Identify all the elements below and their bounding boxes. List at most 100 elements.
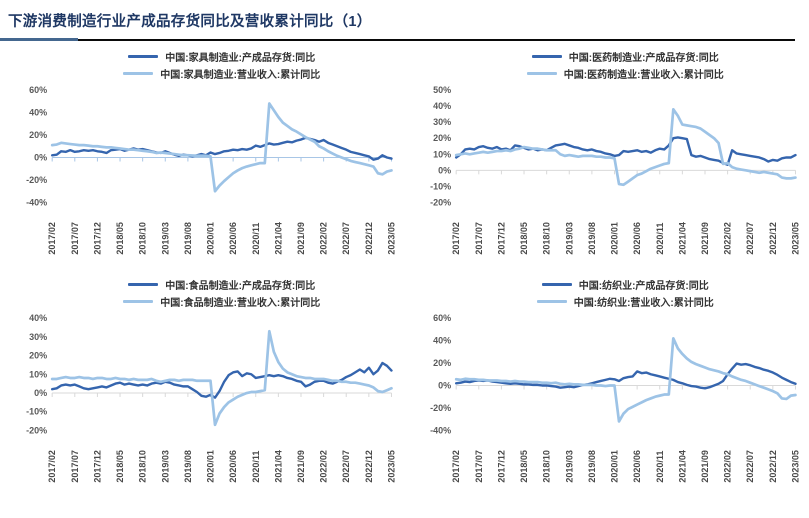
svg-text:-20%: -20% (430, 197, 451, 207)
svg-text:30%: 30% (433, 117, 451, 127)
legend-line-swatch-light (123, 299, 154, 303)
page-title: 下游消费制造行业产成品存货同比及营收累计同比（1） (8, 14, 372, 30)
svg-text:2017/07: 2017/07 (70, 222, 80, 255)
svg-text:2020/06: 2020/06 (228, 222, 238, 255)
svg-text:60%: 60% (29, 85, 47, 95)
legend-line-swatch-light (536, 299, 567, 303)
legend-item: 中国:食品制造业:产成品存货:同比 (128, 277, 315, 292)
svg-text:20%: 20% (433, 358, 451, 368)
charts-grid: 中国:家具制造业:产成品存货:同比 中国:家具制造业:营业收入:累计同比 60%… (0, 41, 809, 494)
svg-text:2017/02: 2017/02 (47, 222, 57, 255)
svg-text:2020/11: 2020/11 (654, 223, 664, 255)
svg-text:20%: 20% (433, 133, 451, 143)
legend-food: 中国:食品制造业:产成品存货:同比 中国:食品制造业:营业收入:累计同比 (6, 277, 400, 309)
legend-item: 中国:纺织业:营业收入:累计同比 (536, 294, 714, 309)
svg-text:2017/12: 2017/12 (496, 222, 506, 255)
svg-text:2023/05: 2023/05 (790, 450, 800, 483)
svg-text:2022/02: 2022/02 (319, 450, 329, 483)
legend-label: 中国:医药制造业:产成品存货:同比 (568, 53, 719, 64)
legend-label: 中国:食品制造业:产成品存货:同比 (165, 280, 316, 292)
line-plot-food: 40% 30% 20% 10% 0% -10% -20% 2017/02 2017/07 2017… (26, 313, 396, 483)
svg-text:2017/12: 2017/12 (92, 222, 102, 255)
svg-text:2019/08: 2019/08 (586, 222, 596, 255)
svg-text:30%: 30% (29, 331, 47, 341)
svg-text:2023/05: 2023/05 (386, 222, 396, 255)
svg-text:2019/03: 2019/03 (564, 222, 574, 255)
svg-text:2020/01: 2020/01 (206, 450, 216, 483)
svg-text:2021/09: 2021/09 (700, 222, 710, 255)
legend-line-swatch-dark (128, 282, 159, 286)
legend-line-swatch-dark (531, 55, 562, 58)
legend-line-swatch-light (526, 72, 557, 75)
svg-text:2021/04: 2021/04 (677, 222, 687, 255)
chart-pharma: 中国:医药制造业:产成品存货:同比 中国:医药制造业:营业收入:累计同比 50%… (410, 47, 804, 267)
legend-label: 中国:家具制造业:营业收入:累计同比 (160, 70, 321, 81)
svg-text:2020/01: 2020/01 (609, 450, 619, 483)
legend-item: 中国:医药制造业:产成品存货:同比 (531, 49, 719, 64)
svg-text:2022/12: 2022/12 (767, 450, 777, 483)
svg-text:-20%: -20% (26, 175, 47, 185)
svg-text:2017/02: 2017/02 (47, 450, 57, 483)
svg-text:2022/02: 2022/02 (722, 450, 732, 483)
svg-text:2021/04: 2021/04 (273, 450, 283, 483)
legend-label: 中国:医药制造业:营业收入:累计同比 (563, 70, 724, 81)
legend-item: 中国:医药制造业:营业收入:累计同比 (526, 66, 724, 81)
line-plot-pharma: 50% 40% 30% 20% 10% 0% -10% -20% 2017/02 2017/07 2… (430, 85, 800, 255)
svg-text:0%: 0% (438, 165, 451, 175)
svg-text:40%: 40% (29, 108, 47, 118)
svg-text:40%: 40% (29, 313, 47, 323)
svg-text:2023/05: 2023/05 (790, 222, 800, 255)
svg-text:2020/01: 2020/01 (206, 222, 216, 255)
svg-text:0%: 0% (438, 380, 451, 390)
svg-text:2019/08: 2019/08 (586, 450, 596, 483)
svg-text:20%: 20% (29, 130, 47, 140)
svg-text:2022/07: 2022/07 (745, 450, 755, 483)
svg-text:-20%: -20% (430, 403, 451, 413)
legend-label: 中国:纺织业:产成品存货:同比 (578, 280, 709, 292)
svg-text:40%: 40% (433, 335, 451, 345)
svg-text:2018/10: 2018/10 (138, 222, 148, 255)
svg-text:2022/02: 2022/02 (722, 222, 732, 255)
svg-text:2022/12: 2022/12 (767, 222, 777, 255)
svg-text:2021/09: 2021/09 (296, 222, 306, 255)
svg-text:2018/05: 2018/05 (115, 222, 125, 255)
svg-text:2017/12: 2017/12 (92, 450, 102, 483)
svg-text:2022/12: 2022/12 (364, 450, 374, 483)
svg-text:0%: 0% (34, 152, 47, 162)
svg-text:-40%: -40% (430, 425, 451, 435)
svg-text:2017/07: 2017/07 (473, 222, 483, 255)
svg-text:2023/05: 2023/05 (386, 450, 396, 483)
svg-text:-10%: -10% (26, 406, 47, 416)
svg-text:2017/12: 2017/12 (496, 450, 506, 483)
svg-text:60%: 60% (433, 313, 451, 323)
legend-item: 中国:纺织业:产成品存货:同比 (541, 277, 709, 292)
chart-textile: 中国:纺织业:产成品存货:同比 中国:纺织业:营业收入:累计同比 60% 40% 2… (410, 275, 804, 495)
svg-text:2019/08: 2019/08 (183, 450, 193, 483)
svg-text:2018/05: 2018/05 (115, 450, 125, 483)
svg-text:2021/09: 2021/09 (296, 450, 306, 483)
svg-text:2019/03: 2019/03 (160, 450, 170, 483)
svg-text:2021/04: 2021/04 (677, 450, 687, 483)
legend-textile: 中国:纺织业:产成品存货:同比 中国:纺织业:营业收入:累计同比 (410, 277, 804, 309)
svg-text:2018/10: 2018/10 (138, 450, 148, 483)
svg-text:-40%: -40% (26, 197, 47, 207)
svg-text:2018/10: 2018/10 (541, 450, 551, 483)
legend-furniture: 中国:家具制造业:产成品存货:同比 中国:家具制造业:营业收入:累计同比 (6, 49, 400, 81)
title-underline-line (78, 38, 795, 41)
svg-text:2021/09: 2021/09 (700, 450, 710, 483)
legend-line-swatch-light (123, 72, 154, 75)
svg-text:2017/02: 2017/02 (451, 450, 461, 483)
chart-furniture: 中国:家具制造业:产成品存货:同比 中国:家具制造业:营业收入:累计同比 60%… (6, 47, 400, 267)
svg-text:2020/06: 2020/06 (228, 450, 238, 483)
svg-text:50%: 50% (433, 85, 451, 95)
legend-item: 中国:家具制造业:产成品存货:同比 (128, 49, 315, 64)
legend-item: 中国:家具制造业:营业收入:累计同比 (123, 66, 320, 81)
legend-line-swatch-dark (128, 55, 159, 58)
svg-text:2018/05: 2018/05 (519, 450, 529, 483)
svg-text:40%: 40% (433, 101, 451, 111)
svg-text:2022/07: 2022/07 (745, 222, 755, 255)
title-underline-accent (0, 38, 78, 41)
legend-label: 中国:食品制造业:营业收入:累计同比 (160, 297, 321, 309)
svg-text:2022/07: 2022/07 (341, 450, 351, 483)
